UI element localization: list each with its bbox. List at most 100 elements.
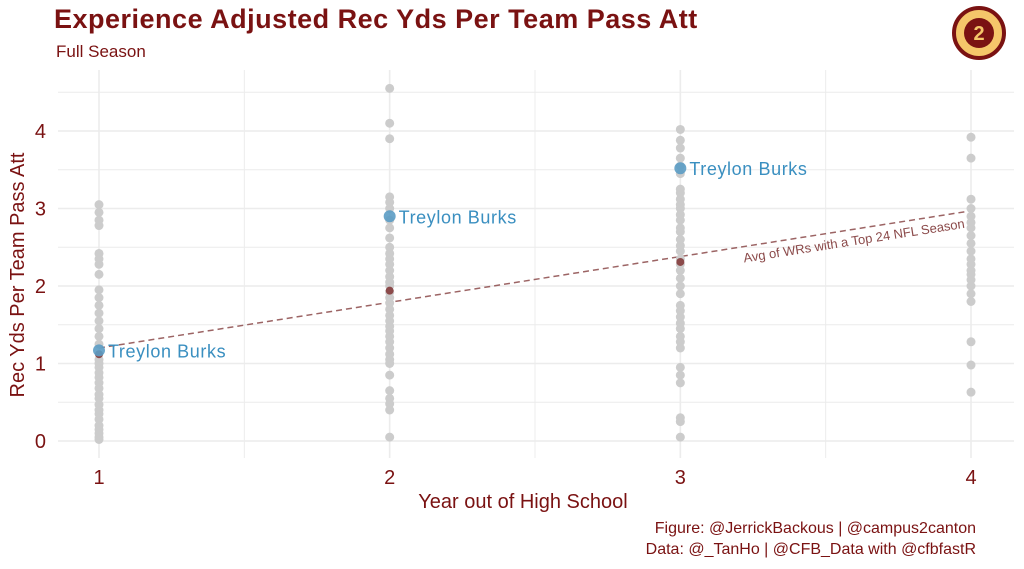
wr-data-point <box>94 331 104 341</box>
wr-data-point <box>385 370 395 380</box>
wr-data-point <box>966 289 976 299</box>
axis-tick-labels: 0 1 2 3 4 1 2 3 4 <box>35 121 977 489</box>
wr-data-point <box>966 246 976 256</box>
wr-data-point <box>94 300 104 310</box>
wr-data-point <box>385 233 395 243</box>
wr-data-point <box>385 386 395 396</box>
caption-data-credit: Data: @_TanHo | @CFB_Data with @cfbfastR <box>645 541 976 558</box>
average-trend-line-path <box>98 210 972 349</box>
highlight-data-point <box>93 344 105 357</box>
wr-data-point <box>385 223 395 233</box>
average-data-point <box>676 257 685 266</box>
wr-data-point <box>675 153 685 163</box>
grid-lines <box>58 70 1014 458</box>
wr-data-point <box>94 293 104 303</box>
highlight-point-label: Treylon Burks <box>689 159 807 179</box>
wr-data-point <box>675 135 685 145</box>
x-tick-label: 2 <box>384 467 395 489</box>
wr-data-point <box>675 362 685 372</box>
wr-data-point <box>675 223 685 233</box>
y-tick-label: 4 <box>35 121 46 143</box>
wr-data-point <box>94 421 104 430</box>
wr-data-point <box>385 242 395 252</box>
wr-data-point <box>675 273 685 283</box>
wr-data-point <box>385 134 395 144</box>
x-tick-label: 3 <box>675 467 686 489</box>
wr-data-point <box>966 204 976 213</box>
wr-data-point <box>385 304 395 314</box>
y-tick-label: 1 <box>35 354 46 376</box>
wr-data-point <box>385 83 395 93</box>
campus2canton-logo: 2 <box>952 6 1006 60</box>
wr-data-point <box>966 254 976 264</box>
wr-data-point <box>966 132 976 142</box>
wr-data-point <box>675 300 685 310</box>
chart-subtitle: Full Season <box>56 42 146 61</box>
wr-data-point <box>385 118 395 128</box>
x-tick-label: 1 <box>93 467 104 489</box>
svg-text:2: 2 <box>973 23 984 45</box>
wr-data-point <box>94 215 104 225</box>
wr-data-point <box>675 378 685 388</box>
highlight-data-point <box>674 162 687 175</box>
y-tick-label: 3 <box>35 199 46 221</box>
wr-data-point <box>966 231 976 241</box>
wr-data-point <box>94 390 104 399</box>
highlight-point-label: Treylon Burks <box>399 207 517 227</box>
wr-data-point <box>385 432 395 442</box>
wr-data-point <box>675 241 685 251</box>
wr-data-point <box>966 238 976 248</box>
wr-data-point <box>94 400 104 410</box>
wr-data-point <box>675 235 685 244</box>
wr-data-point <box>966 360 976 370</box>
wr-data-point <box>675 343 685 353</box>
wr-data-point <box>966 281 976 291</box>
wr-data-point <box>385 248 395 258</box>
wr-data-point <box>385 349 395 359</box>
highlight-data-point <box>383 210 396 223</box>
wr-data-point <box>675 318 685 328</box>
wr-data-point <box>94 324 104 334</box>
wr-data-point <box>94 316 104 326</box>
wr-data-point <box>385 266 395 275</box>
average-trend-label: Avg of WRs with a Top 24 NFL Season <box>742 216 965 266</box>
wr-data-point <box>966 337 976 347</box>
chart-title: Experience Adjusted Rec Yds Per Team Pas… <box>54 4 698 34</box>
wr-data-point <box>966 194 976 204</box>
wr-data-point <box>966 211 976 221</box>
wr-data-point <box>675 210 685 220</box>
caption: Figure: @JerrickBackous | @campus2canton… <box>646 518 976 560</box>
wr-data-point <box>385 393 395 403</box>
average-data-point <box>385 286 394 295</box>
wr-data-point <box>94 248 104 258</box>
wr-data-point <box>385 310 395 320</box>
wr-data-point <box>94 285 104 295</box>
wr-data-point <box>675 432 685 442</box>
wr-data-point <box>675 413 685 423</box>
wr-data-point <box>675 143 685 153</box>
y-tick-label: 0 <box>35 431 46 453</box>
wr-data-point <box>675 194 685 204</box>
wr-data-point <box>385 405 395 415</box>
wr-data-point <box>966 153 976 163</box>
wr-data-point <box>675 266 685 275</box>
wr-data-point <box>675 370 685 380</box>
wr-data-point <box>966 387 976 397</box>
x-tick-label: 4 <box>965 467 976 489</box>
wr-data-point <box>675 312 685 322</box>
y-axis-label: Rec Yds Per Team Pass Att <box>7 152 29 397</box>
wr-data-point <box>966 266 976 275</box>
wr-data-point <box>675 331 685 341</box>
x-axis-label: Year out of High School <box>418 491 627 513</box>
wr-data-point <box>385 272 395 282</box>
wr-data-point <box>385 192 395 202</box>
wr-data-point <box>94 200 104 210</box>
wr-data-point <box>675 184 685 194</box>
highlight-points: Treylon Burks Treylon Burks Treylon Burks <box>93 159 807 361</box>
caption-figure-credit: Figure: @JerrickBackous | @campus2canton <box>654 520 976 537</box>
wr-data-point <box>966 217 976 227</box>
wr-data-point <box>675 124 685 134</box>
wr-data-point <box>94 269 104 279</box>
wr-data-point <box>94 207 104 217</box>
